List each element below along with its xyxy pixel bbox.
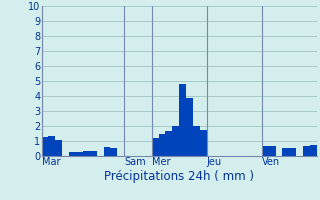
Bar (193, 126, 200, 156)
Bar (179, 84, 186, 156)
Bar (262, 146, 269, 156)
Bar (200, 130, 207, 156)
Bar (55, 140, 62, 156)
Bar (83, 151, 90, 156)
Bar (104, 147, 110, 156)
Bar (42, 137, 49, 156)
Bar (310, 145, 317, 156)
Bar (165, 130, 172, 156)
Bar (282, 148, 289, 156)
Bar (110, 148, 117, 156)
Bar (186, 98, 193, 156)
Bar (152, 138, 159, 156)
Bar (303, 146, 310, 156)
Bar (269, 146, 276, 156)
Bar (172, 126, 179, 156)
Bar (289, 148, 296, 156)
Bar (49, 136, 55, 156)
Bar (69, 152, 76, 156)
Bar (76, 152, 83, 156)
Bar (159, 134, 165, 156)
Bar (90, 151, 97, 156)
X-axis label: Précipitations 24h ( mm ): Précipitations 24h ( mm ) (104, 170, 254, 183)
